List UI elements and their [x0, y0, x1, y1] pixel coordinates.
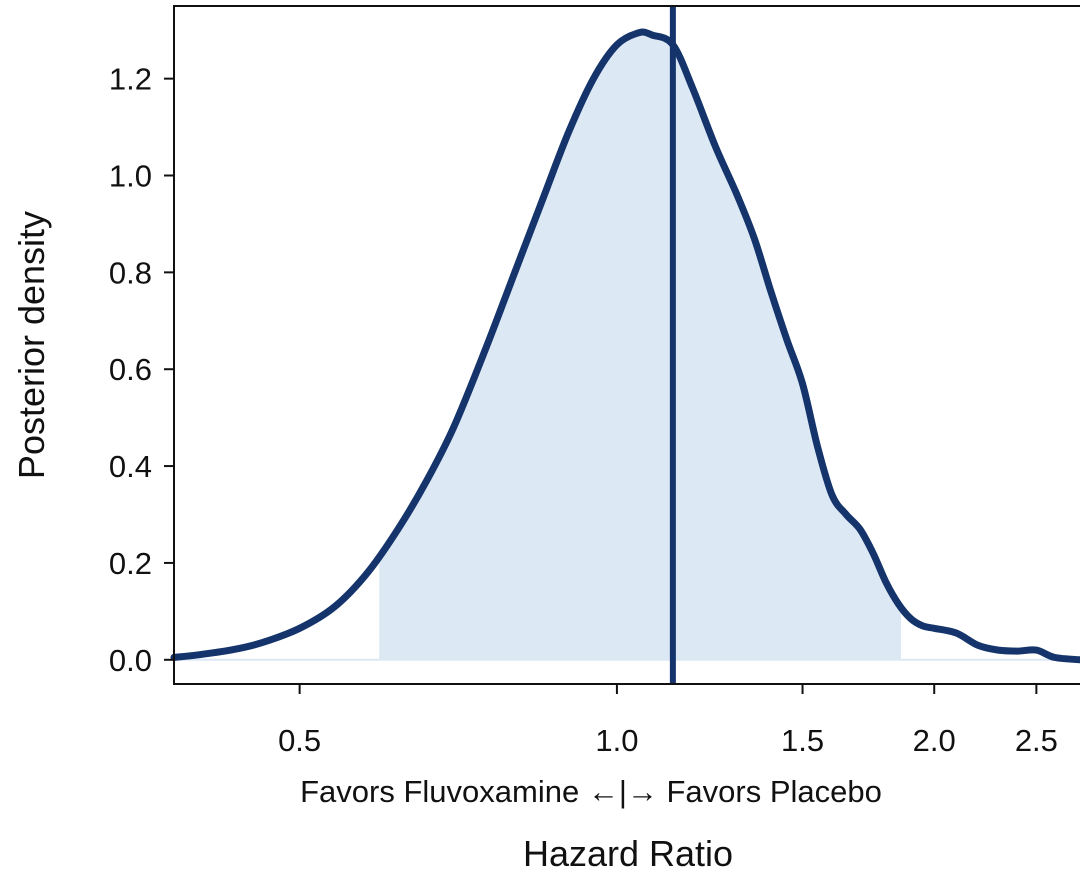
y-tick-label: 0.4	[109, 449, 152, 484]
y-axis-title: Posterior density	[11, 211, 52, 479]
x-axis-ticks: 0.5 1.0 1.5 2.0 2.5	[278, 684, 1058, 758]
x-axis-title: Hazard Ratio	[523, 833, 733, 874]
x-tick-label: 2.5	[1015, 723, 1058, 758]
y-axis-ticks: 0.0 0.2 0.4 0.6 0.8 1.0 1.2	[109, 62, 174, 678]
y-tick-label: 0.6	[109, 352, 152, 387]
x-tick-label: 1.0	[595, 723, 638, 758]
density-curve	[170, 28, 1080, 664]
x-tick-label: 0.5	[278, 723, 321, 758]
x-tick-label: 2.0	[913, 723, 956, 758]
credible-interval-fill	[379, 32, 901, 660]
y-tick-label: 0.8	[109, 255, 152, 290]
y-tick-label: 1.2	[109, 62, 152, 97]
x-tick-label: 1.5	[781, 723, 824, 758]
favors-label: Favors Fluvoxamine ←|→ Favors Placebo	[300, 774, 882, 809]
plot-frame	[173, 5, 1080, 685]
y-tick-label: 0.0	[109, 643, 152, 678]
y-tick-label: 0.2	[109, 546, 152, 581]
y-tick-label: 1.0	[109, 159, 152, 194]
